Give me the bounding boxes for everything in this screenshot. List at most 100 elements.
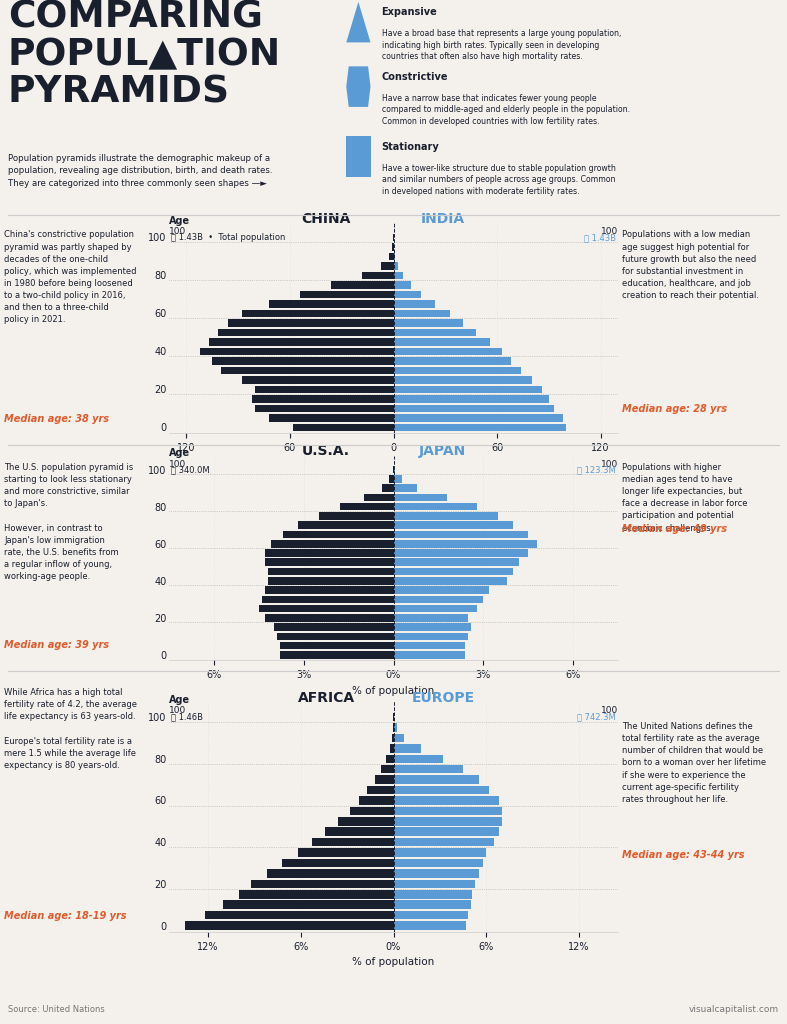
Bar: [363, 271, 394, 280]
Bar: [394, 414, 563, 422]
Bar: [262, 596, 394, 603]
Text: 100: 100: [169, 227, 187, 237]
Bar: [394, 577, 507, 585]
Text: Median age: 43-44 yrs: Median age: 43-44 yrs: [622, 850, 745, 860]
Bar: [394, 329, 476, 336]
Bar: [394, 744, 421, 753]
Text: Age: Age: [169, 694, 190, 705]
Bar: [375, 775, 394, 784]
Bar: [394, 558, 519, 566]
Text: China's constrictive population
pyramid was partly shaped by
decades of the one-: China's constrictive population pyramid …: [4, 230, 136, 325]
Text: EUROPE: EUROPE: [412, 690, 475, 705]
Bar: [217, 329, 394, 336]
Bar: [394, 503, 477, 510]
Bar: [280, 642, 394, 649]
Text: Median age: 39 yrs: Median age: 39 yrs: [4, 640, 109, 650]
Bar: [381, 765, 394, 773]
Text: Expansive: Expansive: [382, 7, 438, 17]
Bar: [394, 376, 531, 384]
Text: The United Nations defines the
total fertility rate as the average
number of chi: The United Nations defines the total fer…: [622, 722, 766, 804]
Bar: [259, 605, 394, 612]
Bar: [277, 633, 394, 640]
Bar: [274, 624, 394, 631]
Text: Populations with a low median
age suggest high potential for
future growth but a: Populations with a low median age sugges…: [622, 230, 759, 300]
Bar: [394, 605, 477, 612]
Bar: [394, 587, 490, 594]
Bar: [394, 395, 549, 402]
Bar: [269, 414, 394, 422]
Text: visualcapitalist.com: visualcapitalist.com: [689, 1005, 779, 1014]
Bar: [326, 827, 394, 836]
Text: 100: 100: [600, 227, 618, 237]
Bar: [394, 357, 511, 365]
Bar: [283, 530, 394, 539]
Bar: [301, 291, 394, 298]
Bar: [394, 624, 471, 631]
Bar: [394, 859, 483, 867]
Bar: [294, 424, 394, 431]
Bar: [394, 651, 465, 658]
Bar: [340, 503, 394, 510]
Bar: [212, 357, 394, 365]
Bar: [394, 271, 403, 280]
Bar: [228, 319, 394, 327]
Bar: [394, 775, 478, 784]
Bar: [394, 281, 411, 289]
Bar: [386, 755, 394, 763]
Bar: [350, 807, 394, 815]
Bar: [394, 890, 472, 899]
Bar: [394, 309, 450, 317]
Text: 100: 100: [169, 707, 187, 716]
Text: The U.S. population pyramid is
starting to look less stationary
and more constri: The U.S. population pyramid is starting …: [4, 463, 133, 582]
Text: Age: Age: [169, 216, 190, 226]
Bar: [394, 338, 490, 346]
Bar: [242, 309, 394, 317]
Bar: [346, 136, 371, 177]
Text: Have a tower-like structure due to stable population growth
and similar numbers : Have a tower-like structure due to stabl…: [382, 164, 615, 196]
Bar: [394, 549, 528, 557]
Bar: [267, 869, 394, 878]
Bar: [394, 807, 502, 815]
Bar: [394, 540, 537, 548]
Bar: [382, 484, 394, 492]
Text: Median age: 28 yrs: Median age: 28 yrs: [622, 404, 726, 415]
X-axis label: % of population: % of population: [353, 957, 434, 967]
Bar: [251, 880, 394, 888]
Bar: [252, 395, 394, 402]
Bar: [297, 848, 394, 857]
Bar: [394, 512, 498, 520]
Bar: [394, 642, 465, 649]
Bar: [265, 587, 394, 594]
Text: CHINA: CHINA: [301, 212, 351, 226]
Bar: [265, 549, 394, 557]
Text: Populations with higher
median ages tend to have
longer life expectancies, but
f: Populations with higher median ages tend…: [622, 463, 747, 532]
Bar: [331, 281, 394, 289]
Bar: [269, 300, 394, 308]
Text: ⓘ 340.0M: ⓘ 340.0M: [172, 465, 210, 474]
Bar: [364, 494, 394, 501]
Polygon shape: [346, 67, 371, 106]
Bar: [368, 785, 394, 795]
Text: JAPAN: JAPAN: [419, 444, 467, 459]
Bar: [205, 911, 394, 920]
Text: While Africa has a high total
fertility rate of 4.2, the average
life expectancy: While Africa has a high total fertility …: [4, 688, 137, 770]
Bar: [394, 367, 521, 375]
Text: Median age: 49 yrs: Median age: 49 yrs: [622, 524, 726, 535]
Bar: [393, 466, 394, 473]
Text: U.S.A.: U.S.A.: [302, 444, 350, 459]
Bar: [390, 253, 394, 260]
Bar: [394, 530, 528, 539]
Bar: [256, 404, 394, 413]
Bar: [394, 900, 471, 909]
Text: 100: 100: [600, 460, 618, 469]
Text: COMPARING
POPUL▲TION
PYRAMIDS: COMPARING POPUL▲TION PYRAMIDS: [8, 0, 281, 111]
Bar: [394, 838, 494, 847]
Bar: [268, 567, 394, 575]
Bar: [394, 404, 554, 413]
Bar: [394, 723, 397, 732]
Bar: [224, 900, 394, 909]
Bar: [394, 262, 397, 270]
Bar: [256, 386, 394, 393]
Polygon shape: [346, 2, 371, 42]
Bar: [394, 765, 463, 773]
